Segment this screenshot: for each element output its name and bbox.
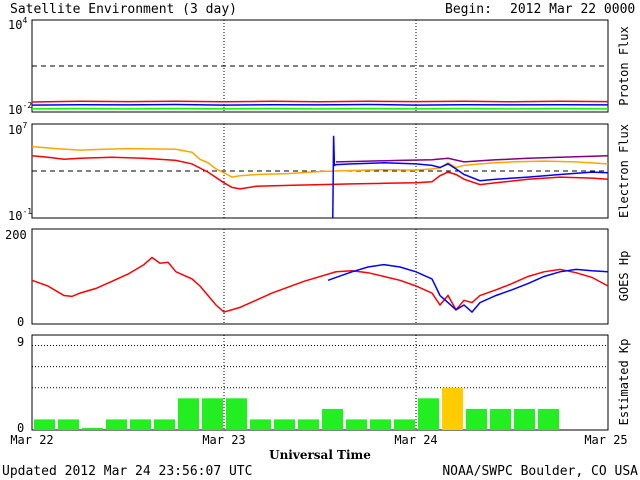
kp-panel: 9 0 Estimated Kp (17, 334, 631, 435)
goes-hp-frame (31, 228, 609, 325)
kp-bar (394, 419, 415, 430)
x-axis-title: Universal Time (269, 448, 371, 462)
figure-title: Satellite Environment (3 day) (10, 2, 237, 17)
kp-bar (58, 419, 79, 430)
electron-ytick-bottom: 10-1 (8, 207, 32, 223)
credit-text: NOAA/SWPC Boulder, CO USA (442, 464, 638, 479)
goes-hp-series (31, 256, 609, 314)
kp-bar (202, 398, 223, 430)
kp-bar (178, 398, 199, 430)
kp-grid (32, 345, 608, 389)
kp-bar (442, 387, 463, 430)
kp-frame (31, 334, 609, 431)
begin-value: 2012 Mar 22 0000 UTC (510, 2, 640, 17)
kp-bars (34, 387, 559, 430)
proton-ytick-top: 104 (8, 16, 27, 32)
kp-bar (82, 427, 103, 430)
kp-bar (322, 408, 343, 430)
goes-hp-ytick-bottom: 0 (17, 315, 24, 329)
goes-hp-ytick-top: 200 (5, 228, 27, 242)
updated-timestamp: Updated 2012 Mar 24 23:56:07 UTC (2, 464, 252, 479)
kp-bar (418, 398, 439, 430)
xtick-mar24: Mar 24 (394, 433, 437, 447)
kp-ytick-top: 9 (17, 335, 24, 349)
electron-flux-panel: 107 10-1 Electron Flux (8, 121, 631, 223)
goes-hp-panel: 200 0 GOES Hp (5, 228, 631, 329)
proton-line-1 (31, 103, 609, 106)
kp-bar (130, 419, 151, 430)
proton-series (31, 100, 609, 110)
proton-flux-panel: 104 10-2 Proton Flux (8, 16, 631, 117)
electron-line-2 (332, 135, 609, 219)
electron-ytick-top: 107 (8, 121, 27, 137)
electron-line-0 (31, 145, 609, 178)
kp-bar (226, 398, 247, 430)
kp-bar (250, 419, 271, 430)
kp-bar (298, 419, 319, 430)
kp-ytick-bottom: 0 (17, 421, 24, 435)
kp-bar (538, 408, 559, 430)
proton-line-0 (31, 100, 609, 103)
goes-hp-line-1 (327, 263, 609, 314)
kp-bar (346, 419, 367, 430)
kp-ylabel: Estimated Kp (617, 339, 631, 426)
electron-line-3 (335, 154, 609, 163)
kp-bar (274, 419, 295, 430)
electron-line-1 (31, 154, 609, 190)
xtick-mar22: Mar 22 (10, 433, 53, 447)
proton-ytick-bottom: 10-2 (8, 101, 32, 117)
kp-bar (34, 419, 55, 430)
begin-label: Begin: (445, 2, 492, 17)
goes-hp-line-0 (31, 256, 609, 313)
kp-bar (466, 408, 487, 430)
kp-bar (370, 419, 391, 430)
xtick-mar23: Mar 23 (202, 433, 245, 447)
kp-bar (514, 408, 535, 430)
proton-flux-ylabel: Proton Flux (617, 26, 631, 105)
kp-bar (106, 419, 127, 430)
xtick-mar25: Mar 25 (584, 433, 627, 447)
kp-bar (154, 419, 175, 430)
kp-bar (490, 408, 511, 430)
goes-hp-ylabel: GOES Hp (617, 251, 631, 302)
electron-flux-ylabel: Electron Flux (617, 124, 631, 218)
electron-series (31, 135, 609, 219)
